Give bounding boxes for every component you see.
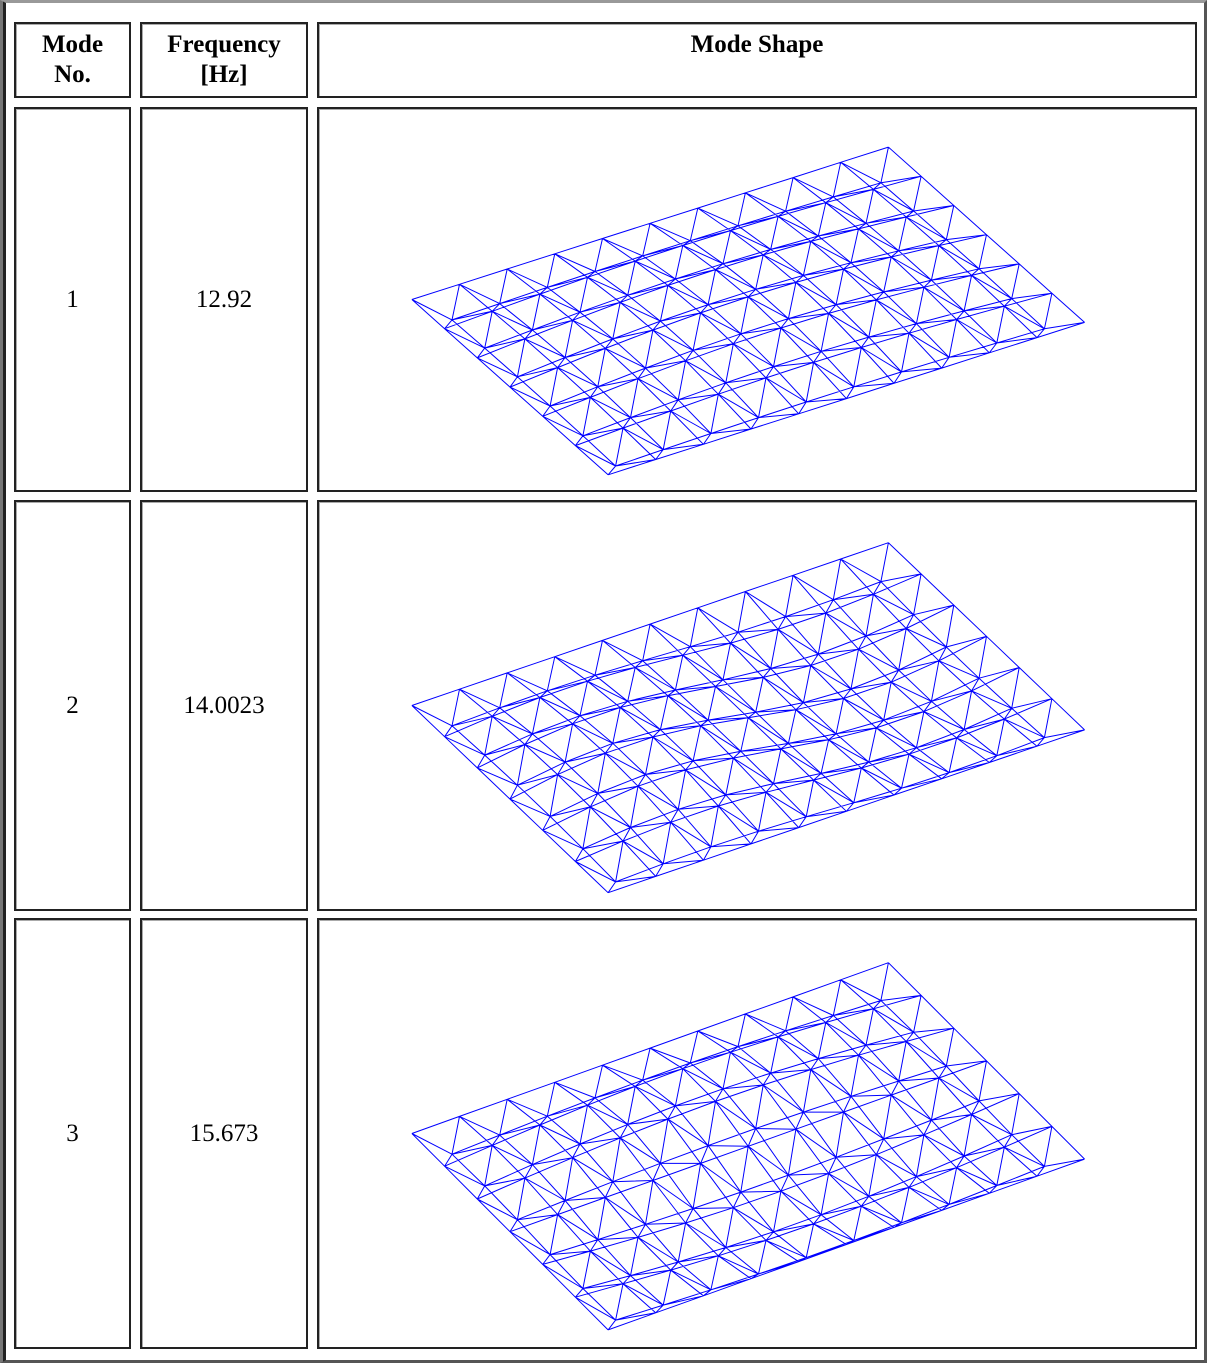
mode-shape-wireframe xyxy=(319,109,1195,490)
header-text: Mode Shape xyxy=(691,30,824,60)
mode-shape-cell xyxy=(317,918,1197,1349)
mode-shape-cell xyxy=(317,107,1197,492)
truss-members xyxy=(412,147,1085,475)
cell-text: 1 xyxy=(66,286,79,314)
truss-lines xyxy=(412,147,1085,475)
frequency-cell: 15.673 xyxy=(140,918,308,1349)
mode-number-cell: 2 xyxy=(14,500,131,911)
cell-text: 2 xyxy=(66,692,79,720)
cell-text: 12.92 xyxy=(196,286,252,314)
header-cell: Mode No. xyxy=(14,22,131,98)
truss-lines xyxy=(412,963,1085,1330)
mode-number-cell: 1 xyxy=(14,107,131,492)
page: Mode No. Frequency [Hz] Mode Shape 1 12.9… xyxy=(0,0,1207,1363)
mode-shape-cell xyxy=(317,500,1197,911)
truss-lines xyxy=(412,543,1085,893)
header-text: Frequency [Hz] xyxy=(159,30,289,90)
mode-shape-wireframe xyxy=(319,920,1195,1347)
header-cell: Frequency [Hz] xyxy=(140,22,308,98)
header-text: Mode No. xyxy=(38,30,108,90)
cell-text: 14.0023 xyxy=(183,692,264,720)
mode-number-cell: 3 xyxy=(14,918,131,1349)
cell-text: 3 xyxy=(66,1120,79,1148)
mode-shape-wireframe xyxy=(319,502,1195,909)
cell-text: 15.673 xyxy=(190,1120,259,1148)
truss-members xyxy=(412,963,1085,1330)
frequency-cell: 14.0023 xyxy=(140,500,308,911)
header-cell: Mode Shape xyxy=(317,22,1197,98)
truss-members xyxy=(412,543,1085,893)
frequency-cell: 12.92 xyxy=(140,107,308,492)
